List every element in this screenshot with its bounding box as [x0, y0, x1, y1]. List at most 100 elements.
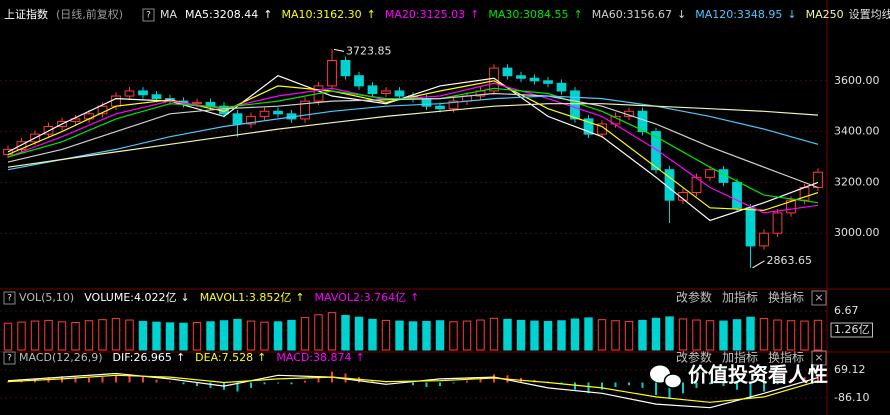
high-annotation: 3723.85 — [346, 44, 392, 57]
volume-bar — [530, 320, 539, 351]
candle-body — [705, 169, 715, 178]
ma-arrow: ↑ — [574, 8, 583, 21]
volume-bar — [665, 316, 674, 351]
candle-body — [367, 85, 378, 94]
candle-body — [394, 90, 405, 97]
panel-button[interactable]: 改参数 — [676, 350, 712, 365]
candle-body — [435, 105, 445, 110]
volume-bar — [179, 322, 188, 351]
volume-bar — [800, 320, 809, 351]
ma-line — [7, 75, 819, 222]
candle-body — [381, 90, 391, 94]
panel-button[interactable]: 改参数 — [676, 290, 712, 305]
candle-body — [138, 90, 148, 96]
volume-bar — [98, 319, 107, 351]
indicator-arrow: ↑ — [356, 351, 365, 364]
volume-bar — [17, 321, 26, 351]
help-icon: ? — [146, 11, 151, 21]
close-button[interactable]: × — [814, 291, 823, 304]
y-tick-label: 3200.00 — [834, 175, 880, 188]
volume-bar — [327, 312, 337, 351]
help-box — [3, 351, 16, 365]
ma-label: MA250 — [806, 8, 844, 21]
volume-bar — [503, 318, 512, 351]
volume-bar — [813, 319, 823, 351]
volume-bar — [246, 320, 256, 351]
volume-bar — [273, 321, 283, 351]
candle-body — [772, 212, 783, 234]
candle-body — [448, 100, 459, 110]
candle-body — [556, 82, 567, 92]
volume-bar — [435, 320, 445, 351]
volume-bar — [152, 321, 161, 351]
wechat-icon — [663, 373, 683, 389]
volume-bar — [138, 320, 148, 351]
volume-bar — [71, 321, 80, 351]
chart-title: 上证指数 — [4, 7, 48, 21]
candle-body — [583, 118, 594, 135]
candle-body — [543, 80, 553, 84]
chart-mode: (日线,前复权) — [56, 7, 123, 21]
indicator-stat: DEA:7.528 — [195, 351, 253, 364]
ma-arrow: ↑ — [367, 8, 376, 21]
candle-body — [273, 110, 283, 115]
ma-line — [7, 82, 819, 214]
ma-prefix: MA — [160, 8, 177, 21]
volume-bar — [260, 321, 269, 351]
y-tick-label: 6.67 — [834, 304, 859, 317]
volume-bar — [3, 322, 13, 351]
volume-bar — [125, 319, 134, 351]
help-icon: ? — [7, 354, 12, 364]
ma-line — [7, 80, 819, 211]
candle-body — [489, 67, 499, 92]
volume-bar — [624, 320, 634, 351]
volume-bar — [368, 318, 377, 351]
panel-button[interactable]: 加指标 — [722, 290, 758, 305]
volume-bar — [165, 322, 175, 351]
volume-bar — [705, 320, 715, 351]
candle-body — [300, 100, 310, 120]
help-box — [3, 291, 16, 305]
panel-button[interactable]: 换指标 — [768, 290, 804, 305]
candle-body — [570, 90, 580, 120]
ma-line — [7, 92, 819, 189]
volume-bar — [611, 320, 620, 351]
ma-label: MA10:3162.30 — [281, 8, 361, 21]
volume-bar — [233, 318, 242, 351]
ma-arrow: ↓ — [677, 8, 686, 21]
volume-bar — [300, 317, 310, 351]
ma-label: MA20:3125.03 — [385, 8, 465, 21]
volume-bar — [638, 319, 647, 351]
panel-button[interactable]: 换指标 — [768, 350, 804, 365]
candle-body — [246, 115, 256, 125]
watermark: 价值投资看人性 — [650, 363, 828, 389]
volume-bar — [449, 321, 458, 351]
candle-body — [813, 171, 823, 188]
volume-bar — [354, 316, 364, 351]
ma-line — [7, 103, 819, 168]
help-box — [142, 8, 155, 22]
ma-arrow: ↓ — [787, 8, 796, 21]
candle-body — [651, 131, 661, 171]
ma-label: MA60:3156.67 — [592, 8, 672, 21]
volume-bar — [773, 319, 782, 351]
candle-body — [205, 101, 216, 107]
candle-body — [259, 110, 270, 117]
y-tick-label: 3600.00 — [834, 74, 880, 87]
value-box — [830, 322, 873, 338]
panel-button[interactable]: 加指标 — [722, 350, 758, 365]
volume-bar — [341, 314, 350, 351]
volume-bar — [314, 314, 323, 351]
volume-bar — [678, 318, 688, 351]
volume-bar — [692, 319, 701, 351]
indicator-arrow: ↑ — [176, 351, 185, 364]
close-button[interactable]: × — [814, 351, 823, 364]
ma-arrow: ↑ — [263, 8, 272, 21]
candle-body — [502, 67, 513, 77]
indicator-stat: MAVOL2:3.764亿 — [315, 291, 407, 304]
volume-bar — [719, 320, 728, 351]
volume-bar — [219, 320, 229, 351]
volume-bar — [759, 318, 769, 351]
indicator-arrow: ↑ — [257, 351, 266, 364]
